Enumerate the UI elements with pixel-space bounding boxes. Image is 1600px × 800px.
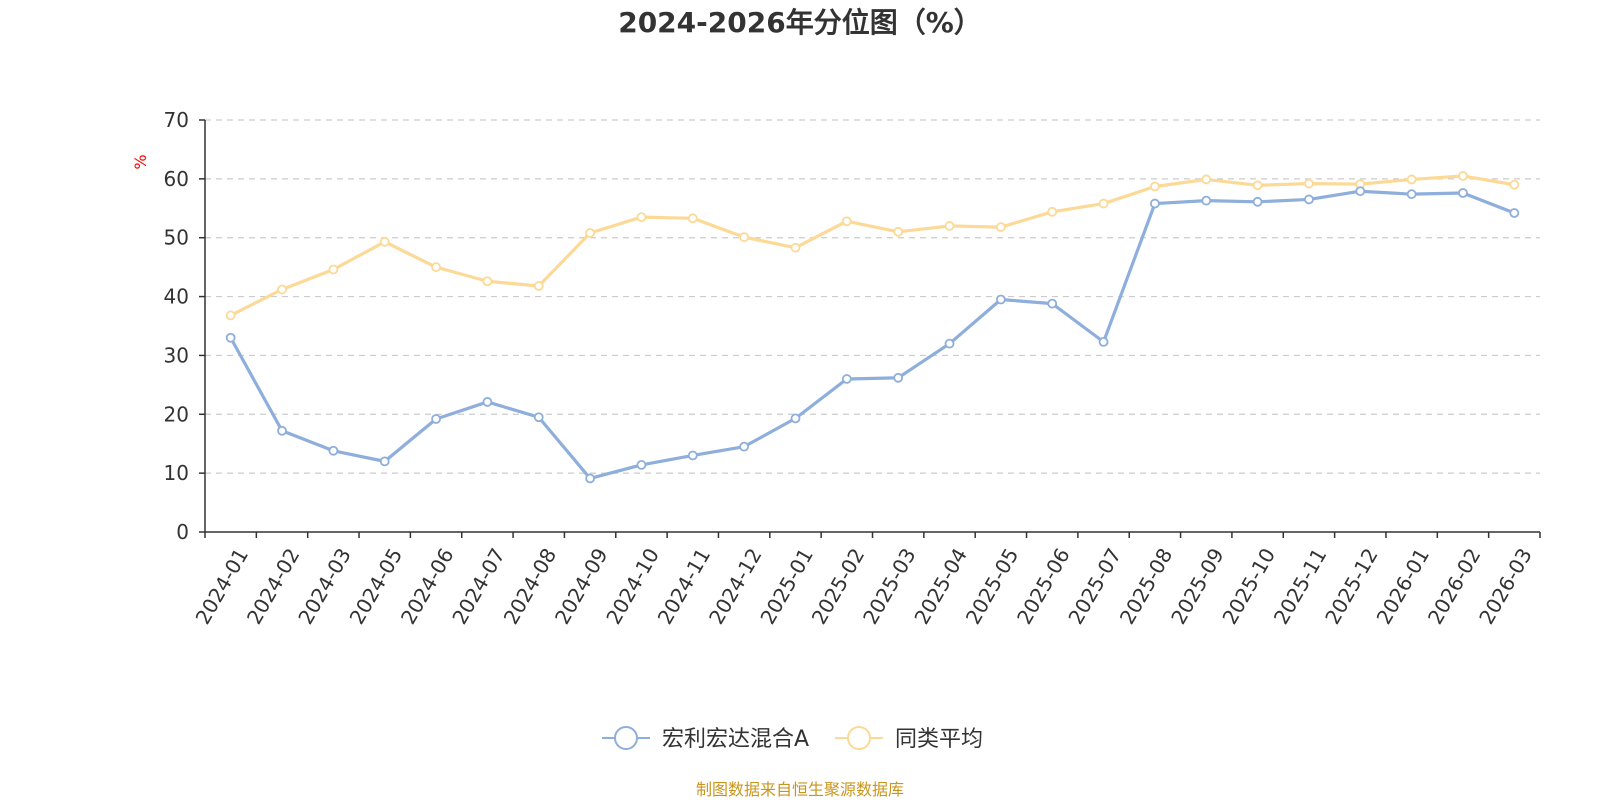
data-point[interactable] [739,232,750,243]
data-point[interactable] [379,236,390,247]
data-point[interactable] [328,445,339,456]
data-point[interactable] [1047,298,1058,309]
axes: 0102030405060702024-012024-022024-032024… [164,108,1541,628]
data-point[interactable] [585,228,595,238]
data-point[interactable] [995,222,1006,233]
y-tick-label: 20 [164,402,189,426]
data-point[interactable] [1509,179,1520,190]
y-tick-label: 0 [176,520,189,544]
series-line [229,189,1516,481]
legend[interactable]: 宏利宏达混合A 同类平均 [602,726,983,752]
data-point[interactable] [431,262,441,273]
data-point[interactable] [1098,336,1109,347]
series-layer [225,171,1520,484]
data-point[interactable] [1406,174,1417,185]
legend-marker [614,726,638,750]
data-point[interactable] [1150,181,1160,192]
series-line [229,174,1516,318]
data-point[interactable] [893,372,904,383]
data-point[interactable] [379,456,390,467]
data-point[interactable] [841,374,852,384]
data-point[interactable] [277,284,287,295]
data-point[interactable] [1458,171,1468,181]
series-0 [225,186,1520,484]
data-point[interactable] [1304,194,1314,205]
data-source-note: 制图数据来自恒生聚源数据库 [696,780,904,799]
data-point[interactable] [944,221,955,231]
data-point[interactable] [1201,174,1212,185]
data-point[interactable] [687,450,698,461]
data-point[interactable] [1252,196,1263,207]
data-point[interactable] [533,412,544,423]
y-tick-label: 50 [164,226,189,250]
data-point[interactable] [790,242,801,253]
y-tick-label: 40 [164,285,189,309]
y-tick-label: 30 [164,343,189,367]
grid-lines [205,119,1540,474]
data-point[interactable] [1406,189,1417,200]
data-point[interactable] [482,276,493,287]
data-point[interactable] [893,226,904,237]
y-unit-label: % [131,154,150,169]
data-point[interactable] [687,213,698,224]
data-point[interactable] [944,338,955,349]
data-point[interactable] [225,310,236,321]
data-point[interactable] [1150,198,1160,209]
series-1 [225,171,1520,321]
data-point[interactable] [225,332,236,343]
data-point[interactable] [636,460,647,470]
legend-marker [847,726,871,750]
data-point[interactable] [1098,198,1109,209]
y-tick-label: 70 [164,108,189,132]
data-point[interactable] [1304,178,1314,189]
data-point[interactable] [482,397,493,407]
y-tick-label: 10 [164,461,189,485]
data-point[interactable] [636,212,647,223]
data-point[interactable] [328,264,339,275]
data-point[interactable] [277,425,287,436]
data-point[interactable] [585,473,595,484]
y-tick-label: 60 [164,167,189,191]
data-point[interactable] [995,294,1006,305]
legend-label: 宏利宏达混合A [662,727,809,752]
data-point[interactable] [1509,208,1520,218]
data-point[interactable] [1047,206,1058,217]
data-point[interactable] [533,281,544,291]
legend-item[interactable]: 宏利宏达混合A [602,726,809,752]
legend-label: 同类平均 [895,727,983,752]
data-point[interactable] [790,413,801,424]
data-point[interactable] [1355,186,1366,197]
data-point[interactable] [431,414,441,424]
data-point[interactable] [1252,180,1263,191]
data-point[interactable] [1201,195,1212,206]
data-point[interactable] [841,216,852,227]
data-point[interactable] [1458,188,1468,198]
legend-item[interactable]: 同类平均 [835,726,983,752]
chart-title: 2024-2026年分位图（%） [618,6,982,39]
data-point[interactable] [739,441,750,452]
